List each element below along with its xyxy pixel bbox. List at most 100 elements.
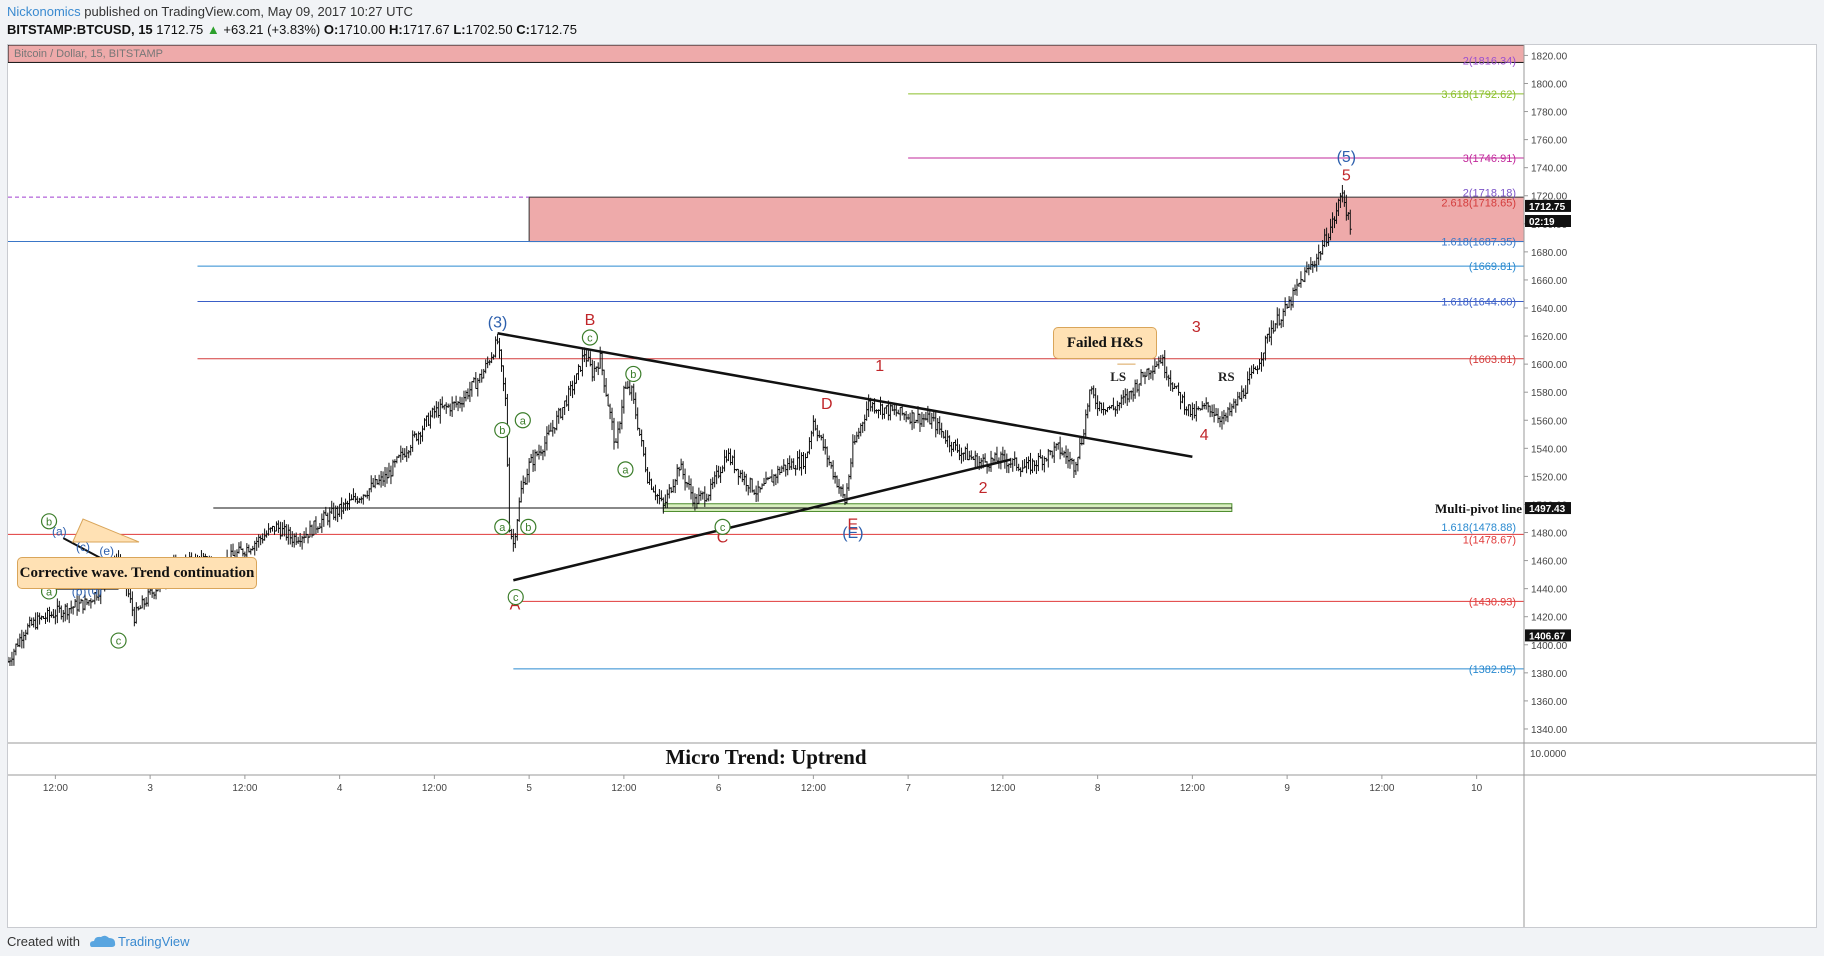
time-tick-label: 12:00 [232, 783, 257, 794]
high-label: H: [388, 22, 403, 37]
price-badge [1525, 215, 1571, 227]
pattern-left-shoulder-label: LS [1110, 369, 1126, 384]
level-label: 2(1816.34) [1463, 56, 1516, 68]
wave-circle-marker [494, 518, 511, 536]
wave-label-red: 5 [1342, 167, 1351, 184]
wave-label-green: c [116, 636, 122, 648]
wave-circle-marker [494, 421, 511, 439]
callout-failed-hs: Failed H&S [1053, 327, 1157, 359]
open-label: O: [323, 22, 339, 37]
time-tick-label: 12:00 [990, 783, 1015, 794]
multi-pivot-label: Multi-pivot line [1435, 501, 1522, 516]
wave-label-green: c [587, 332, 593, 344]
price-tick-label: 1680.00 [1531, 248, 1568, 259]
top-resistance-zone [8, 45, 1525, 63]
indicator-axis-label: 10.0000 [1530, 749, 1567, 760]
level-label: 2(1718.18) [1463, 187, 1516, 199]
level-label: 3(1746.91) [1463, 153, 1516, 165]
price-tick-label: 1540.00 [1531, 444, 1568, 455]
level-label: 1.618(1687.35) [1441, 237, 1516, 249]
wave-label-green: a [499, 522, 506, 534]
wave-circle-marker [714, 518, 731, 536]
chart-header: Nickonomics published on TradingView.com… [0, 0, 1824, 42]
price-tick-label: 1820.00 [1531, 51, 1568, 62]
time-tick-label: 4 [337, 783, 343, 794]
price-badge [1525, 502, 1571, 515]
footer: Created with TradingView [0, 928, 1824, 956]
wave-label-green: b [46, 516, 52, 528]
created-with-label: Created with [7, 934, 80, 949]
price-badge-label: 1406.67 [1529, 631, 1566, 642]
wave-circle-marker [110, 632, 127, 649]
author-link[interactable]: Nickonomics [7, 4, 81, 19]
wave-label-blue: (a) [52, 524, 67, 538]
price-tick-label: 1780.00 [1531, 108, 1568, 119]
wave-label-red: 4 [1200, 427, 1209, 444]
time-tick-label: 6 [716, 783, 722, 794]
open-value: 1710.00 [338, 22, 386, 37]
time-tick-label: 10 [1471, 783, 1483, 794]
time-tick-label: 5 [526, 783, 532, 794]
tradingview-logo-icon [90, 935, 116, 947]
close-label: C: [516, 22, 530, 37]
price-tick-label: 1720.00 [1531, 192, 1568, 203]
price-tick-label: 1760.00 [1531, 136, 1568, 147]
wave-label-red: E [848, 517, 859, 534]
level-label: (1603.81) [1469, 354, 1516, 366]
level-label: 2.618(1718.65) [1441, 198, 1516, 210]
wave-label-red: 2 [979, 480, 988, 497]
publish-line: Nickonomics published on TradingView.com… [7, 4, 413, 19]
micro-trend-title: Micro Trend: Uptrend [665, 745, 866, 769]
wave-circle-marker [514, 412, 531, 429]
time-tick-label: 12:00 [43, 783, 68, 794]
triangle-lower-trendline [513, 458, 1012, 582]
time-tick-label: 12:00 [422, 783, 447, 794]
time-tick-label: 12:00 [801, 783, 826, 794]
level-label: (1382.85) [1469, 664, 1516, 676]
wave-label-red: 1 [875, 358, 884, 375]
tradingview-link[interactable]: TradingView [118, 934, 190, 949]
chart-canvas[interactable]: Bitcoin / Dollar, 15, BITSTAMP 2(1816.34… [8, 45, 1816, 927]
price-tick-label: 1580.00 [1531, 388, 1568, 399]
price-tick-label: 1420.00 [1531, 613, 1568, 624]
level-label: (1669.81) [1469, 261, 1516, 273]
wave-label-blue: (c) [76, 540, 90, 554]
wave-label-blue: (E) [842, 525, 863, 542]
price-tick-label: 1440.00 [1531, 585, 1568, 596]
time-tick-label: 12:00 [1369, 783, 1394, 794]
price-tick-label: 1800.00 [1531, 79, 1568, 90]
level-label: 1.618(1478.88) [1441, 522, 1516, 534]
wave-label-green: c [720, 522, 726, 534]
wave-circle-marker [625, 365, 642, 383]
price-tick-label: 1340.00 [1531, 725, 1568, 736]
wave-label-green: a [622, 464, 629, 476]
price-tick-label: 1620.00 [1531, 332, 1568, 343]
price-tick-label: 1660.00 [1531, 276, 1568, 287]
pattern-right-shoulder-label: RS [1218, 369, 1235, 384]
price-change: +63.21 (+3.83%) [223, 22, 321, 37]
callout-pointer [71, 518, 140, 543]
level-label: 1.618(1644.60) [1441, 297, 1516, 309]
time-tick-label: 12:00 [611, 783, 636, 794]
wave-label-blue: (3) [488, 315, 508, 332]
wave-circle-marker [520, 518, 537, 536]
change-arrow-icon: ▲ [206, 22, 220, 37]
red-target-zone [528, 196, 1525, 243]
price-badge [1525, 629, 1571, 642]
price-tick-label: 1640.00 [1531, 304, 1568, 315]
wave-circle-marker [617, 461, 634, 478]
price-tick-label: 1360.00 [1531, 697, 1568, 708]
price-badge-label: 1712.75 [1529, 202, 1566, 213]
symbol-line: BITSTAMP:BTCUSD, 15 1712.75 ▲ +63.21 (+3… [7, 22, 577, 37]
time-tick-label: 3 [147, 783, 153, 794]
chart-watermark: Bitcoin / Dollar, 15, BITSTAMP [14, 48, 163, 60]
wave-label-blue: (e) [99, 544, 114, 558]
wave-label-red: C [717, 529, 729, 546]
wave-label-green: a [46, 586, 53, 598]
chart-frame[interactable]: Bitcoin / Dollar, 15, BITSTAMP 2(1816.34… [7, 44, 1817, 928]
wave-circle-marker [507, 588, 524, 606]
symbol-label: BITSTAMP:BTCUSD, 15 [7, 22, 153, 37]
wave-circle-marker [581, 329, 599, 346]
price-tick-label: 1520.00 [1531, 472, 1568, 483]
price-tick-label: 1600.00 [1531, 360, 1568, 371]
